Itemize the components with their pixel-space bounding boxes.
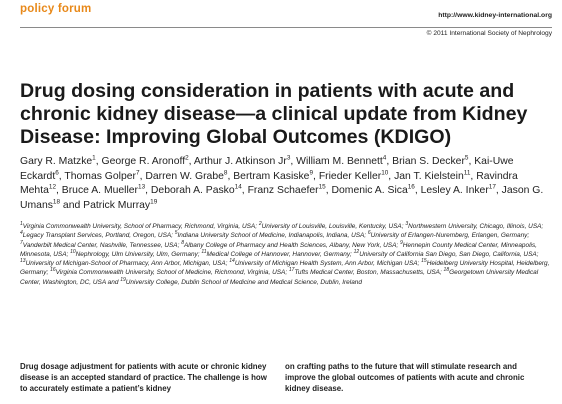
affiliation-number: 18 — [443, 267, 450, 274]
affiliation-number: 10 — [70, 248, 76, 255]
author-name: George R. Aronoff — [101, 156, 186, 167]
article-title: Drug dosing consideration in patients wi… — [20, 80, 528, 148]
header-rule — [20, 27, 552, 28]
author-affiliation-number: 10 — [381, 169, 389, 177]
author-name: Bruce A. Mueller — [61, 185, 139, 197]
author-affiliation-number: 12 — [48, 183, 56, 191]
author-affiliation-number: 2 — [185, 154, 189, 162]
author-affiliation-number: 3 — [286, 154, 291, 162]
section-label: policy forum — [20, 3, 92, 15]
author-name: Ravindra Mehta — [20, 170, 518, 197]
author-list: Gary R. Matzke1, George R. Aronoff2, Art… — [20, 154, 544, 211]
author-name: Jan T. Kielstein — [394, 170, 464, 182]
author-affiliation-number: 7 — [136, 169, 140, 177]
affiliation-text: Legacy Transplant Services, Portland, Or… — [22, 232, 175, 240]
author-affiliation-number: 13 — [138, 183, 146, 191]
author-affiliation-number: 16 — [407, 183, 415, 191]
affiliation-text: University College, Dublin School of Med… — [125, 278, 362, 286]
affiliation-number: 12 — [353, 248, 360, 255]
affiliation-text: University of California San Diego, San … — [359, 250, 539, 258]
author-name: Kai-Uwe Eckardt — [20, 156, 514, 182]
author-name: Frieder Keller — [318, 170, 382, 182]
author-name: Lesley A. Inker — [420, 185, 489, 197]
author-affiliation-number: 6 — [55, 169, 59, 177]
author-name: Darren W. Grabe — [145, 170, 224, 182]
author-name: Franz Schaefer — [247, 185, 319, 197]
affiliation-number: 4 — [20, 230, 23, 237]
affiliation-number: 11 — [201, 248, 207, 255]
affiliation-text: Heidelberg University Hospital, Heidelbe… — [20, 260, 550, 277]
affiliation-text: Tufts Medical Center, Boston, Massachuse… — [294, 269, 444, 277]
affiliation-text: Vanderbilt Medical Center, Nashville, Te… — [22, 241, 182, 249]
affiliation-number: 5 — [174, 230, 178, 237]
author-name: Brian S. Decker — [392, 156, 465, 167]
abstract-left-column: Drug dosage adjustment for patients with… — [20, 362, 267, 394]
author-affiliation-number: 19 — [150, 198, 158, 206]
author-name: Patrick Murray — [83, 199, 151, 211]
author-name: Arthur J. Atkinson Jr — [193, 156, 287, 167]
journal-header: policy forum http://www.kidney-internati… — [20, 0, 552, 38]
author-affiliation-number: 8 — [223, 169, 228, 177]
affiliation-text: Virginia Commonwealth University, School… — [22, 223, 259, 230]
affiliation-number: 8 — [181, 239, 184, 246]
author-name: Bertram Kasiske — [233, 170, 310, 182]
affiliation-number: 17 — [288, 267, 295, 274]
author-affiliation-number: 4 — [382, 154, 387, 162]
affiliation-number: 19 — [120, 276, 126, 283]
affiliation-text: Northwestern University, Chicago, Illino… — [408, 223, 544, 230]
author-affiliation-number: 18 — [52, 198, 61, 206]
affiliation-number: 13 — [20, 258, 26, 265]
author-name: Domenic A. Sica — [331, 185, 408, 197]
author-affiliation-number: 5 — [464, 154, 469, 162]
affiliation-text: University of Michigan-School of Pharmac… — [25, 260, 230, 268]
author-affiliation-number: 1 — [92, 154, 96, 162]
affiliation-text: University of Michigan Health System, An… — [234, 260, 422, 268]
affiliation-text: Virginia Commonwealth University, School… — [55, 269, 289, 277]
author-name: William M. Bennett — [296, 156, 383, 167]
affiliation-text: Georgetown University Medical Center, Wa… — [20, 269, 539, 286]
affiliation-text: University of Louisville, Louisville, Ke… — [261, 223, 406, 230]
affiliation-number: 15 — [421, 258, 427, 265]
affiliation-number: 16 — [50, 267, 56, 274]
affiliation-text: Albany College of Pharmacy and Health Sc… — [183, 241, 400, 249]
affiliation-text: University of Erlangen-Nuremberg, Erlang… — [370, 232, 530, 240]
affiliation-number: 1 — [20, 220, 23, 227]
abstract-right-column: on crafting paths to the future that wil… — [285, 362, 525, 394]
affiliation-list: 1Virginia Commonwealth University, Schoo… — [20, 220, 555, 287]
author-name: Jason G. Umans — [20, 185, 544, 211]
author-name: Thomas Golper — [64, 170, 136, 182]
affiliation-number: 6 — [367, 230, 371, 237]
author-affiliation-number: 17 — [488, 183, 496, 191]
author-name: Deborah A. Pasko — [150, 185, 235, 197]
affiliation-text: Nephrology, Ulm University, Ulm, Germany… — [75, 250, 202, 258]
affiliation-number: 9 — [399, 239, 403, 246]
affiliation-number: 14 — [229, 258, 235, 265]
affiliation-number: 2 — [258, 220, 262, 227]
affiliation-number: 7 — [20, 239, 23, 246]
author-name: Gary R. Matzke — [20, 156, 93, 167]
author-affiliation-number: 11 — [463, 169, 471, 177]
author-affiliation-number: 9 — [309, 169, 314, 177]
affiliation-text: Medical College of Hannover, Hannover, G… — [206, 250, 354, 258]
affiliation-text: Indiana University School of Medicine, I… — [177, 232, 368, 240]
affiliation-text: Hennepin County Medical Center, Minneapo… — [20, 241, 537, 258]
author-affiliation-number: 14 — [234, 183, 242, 191]
journal-url[interactable]: http://www.kidney-international.org — [438, 12, 552, 19]
affiliation-number: 3 — [405, 220, 409, 227]
author-affiliation-number: 15 — [318, 183, 326, 191]
copyright-notice: © 2011 International Society of Nephrolo… — [426, 30, 552, 37]
